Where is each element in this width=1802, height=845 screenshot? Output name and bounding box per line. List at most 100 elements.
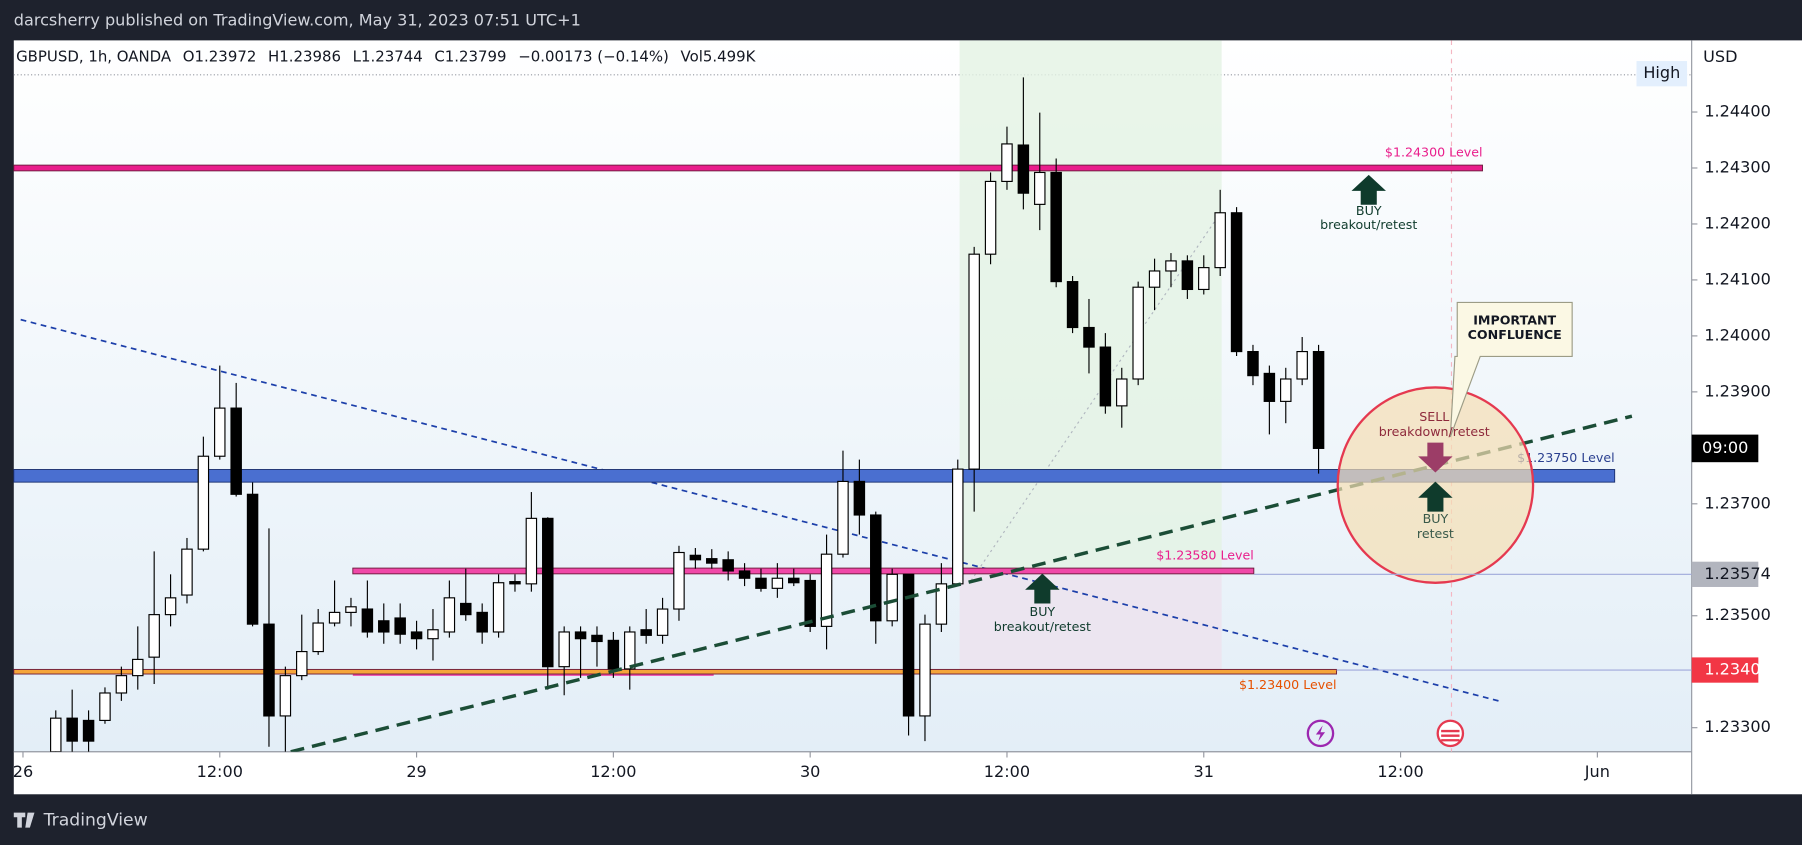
- level-band: [13, 164, 1483, 172]
- y-tick-label: 1.24100: [1704, 269, 1771, 288]
- candle-body: [197, 455, 210, 550]
- candle-body: [1148, 270, 1161, 288]
- candle-body: [984, 180, 997, 255]
- candle-body: [902, 573, 915, 717]
- high-badge: [1636, 61, 1688, 87]
- y-tick-label: 1.24400: [1704, 102, 1771, 121]
- candle-body: [1198, 267, 1210, 291]
- x-tick-label: Jun: [1584, 762, 1610, 781]
- price-badge: [1691, 657, 1759, 683]
- candle-body: [492, 582, 505, 633]
- legend-symbol: GBPUSD, 1h, OANDA: [16, 48, 172, 66]
- candle-body: [214, 407, 226, 457]
- x-tick-label: 31: [1194, 762, 1214, 781]
- candle-body: [771, 577, 784, 589]
- candle-body: [394, 617, 406, 635]
- candle-body: [1230, 212, 1243, 353]
- level-label: $1.23750 Level: [1517, 450, 1615, 465]
- candle-body: [886, 573, 898, 622]
- candle-body: [181, 548, 193, 596]
- candle-body: [919, 623, 931, 717]
- event-icon[interactable]: [1436, 719, 1465, 748]
- candle-body: [246, 493, 259, 625]
- brand: TradingView: [43, 811, 148, 831]
- sell-arrow: [1418, 442, 1453, 473]
- price-badge: [1691, 561, 1759, 587]
- published-line: darcsherry published on TradingView.com,…: [14, 10, 581, 29]
- x-tick-label: 12:00: [984, 762, 1030, 781]
- candle-body: [738, 570, 751, 579]
- legend: GBPUSD, 1h, OANDA O1.23972 H1.23986 L1.2…: [16, 48, 757, 66]
- annotation-subtitle: breakdown/retest: [1379, 424, 1490, 439]
- high-label: High: [1643, 63, 1680, 82]
- candle-body: [706, 558, 718, 564]
- candle-body: [148, 614, 160, 658]
- candle-body: [640, 629, 652, 636]
- annotation-subtitle: retest: [1417, 526, 1454, 541]
- annotation-title: BUY: [1356, 203, 1382, 218]
- candle-body: [574, 631, 587, 640]
- y-tick-label: 1.24300: [1704, 157, 1771, 176]
- level-label: $1.23580 Level: [1156, 548, 1254, 563]
- y-tick-label: 1.23700: [1704, 493, 1771, 512]
- y-tick-label: 1.23500: [1704, 605, 1771, 624]
- trendline-up: [290, 414, 1633, 752]
- legend-low: L1.23744: [353, 48, 423, 66]
- candle-body: [624, 631, 636, 670]
- level-label: $1.24300 Level: [1385, 145, 1483, 160]
- price-badge-label: 1.23403: [1704, 660, 1771, 679]
- annotation-title: BUY: [1030, 604, 1056, 619]
- candle-body: [853, 480, 866, 516]
- annotation-title: BUY: [1423, 511, 1449, 526]
- candle-body: [525, 517, 538, 585]
- legend-close: C1.23799: [434, 48, 506, 66]
- brand-logo: [13, 812, 35, 828]
- candle-body: [870, 514, 882, 622]
- x-tick-label: 30: [800, 762, 820, 781]
- annotation-subtitle: breakout/retest: [994, 619, 1091, 634]
- x-tick-label: 12:00: [590, 762, 636, 781]
- level-label: $1.23400 Level: [1239, 677, 1337, 692]
- candle-body: [1034, 171, 1046, 205]
- candle-body: [1280, 378, 1292, 402]
- candle-body: [673, 551, 685, 610]
- candle-body: [345, 606, 357, 613]
- legend-high: H1.23986: [268, 48, 341, 66]
- y-tick-label: 1.23900: [1704, 381, 1771, 400]
- buy-arrow: [1025, 573, 1060, 604]
- candle-body: [1165, 260, 1177, 272]
- x-tick-label: 29: [406, 762, 426, 781]
- candle-body: [952, 468, 964, 585]
- level-band: [13, 668, 1338, 675]
- candle-body: [279, 675, 292, 717]
- candle-body: [460, 602, 472, 616]
- candle-body: [312, 622, 324, 653]
- candle-body: [66, 717, 78, 742]
- candle-body: [1066, 281, 1079, 329]
- candle-body: [542, 517, 554, 668]
- candle-body: [132, 658, 144, 677]
- time-axis: [13, 751, 1692, 795]
- candle-body: [1116, 378, 1128, 407]
- candle-body: [804, 579, 816, 627]
- candle-body: [558, 631, 570, 668]
- candles: [50, 77, 1325, 752]
- annotation-title: SELL: [1419, 409, 1449, 424]
- event-icon-bolt: [1315, 725, 1326, 742]
- candle-body: [1181, 260, 1194, 291]
- last-price-badge: [1691, 434, 1759, 463]
- legend-change: −0.00173 (−0.14%): [518, 48, 669, 66]
- candle-body: [1214, 212, 1226, 269]
- candle-body: [1263, 372, 1276, 402]
- candle-body: [427, 629, 439, 640]
- candle-body: [755, 577, 767, 589]
- price-badge-label: 1.23574: [1704, 564, 1771, 583]
- position-profit-zone: [959, 40, 1222, 570]
- candle-body: [443, 597, 456, 633]
- y-tick-label: 1.23300: [1704, 717, 1771, 736]
- event-icon[interactable]: [1306, 719, 1335, 748]
- candle-body: [722, 559, 734, 572]
- legend-open: O1.23972: [183, 48, 257, 66]
